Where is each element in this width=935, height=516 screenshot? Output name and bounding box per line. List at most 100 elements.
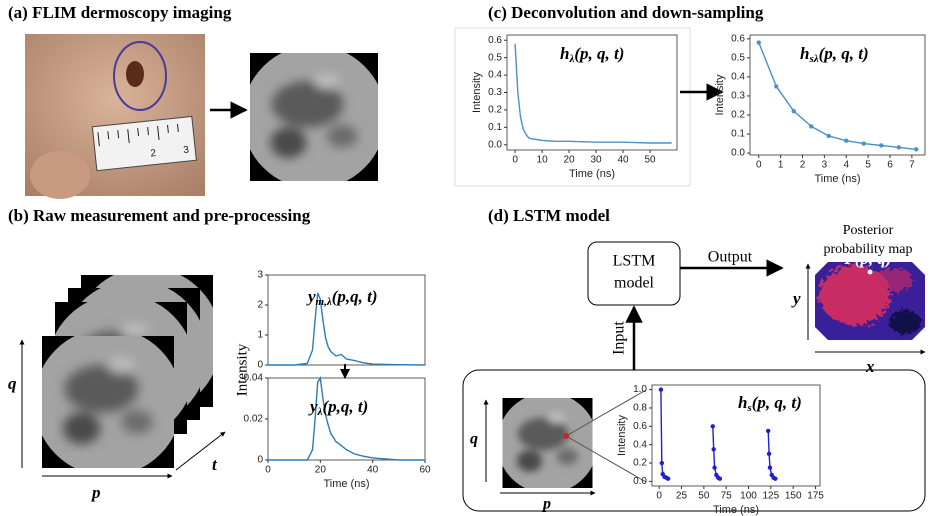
point <box>879 143 884 148</box>
x-tick-label: 100 <box>740 491 757 502</box>
zoom-line <box>565 389 647 437</box>
y-tick-label: 0.0 <box>731 148 745 159</box>
panel-title: (b) Raw measurement and pre-processing <box>8 206 311 225</box>
x-axis-label: Time (ns) <box>569 168 615 180</box>
annotation-args: (p,q, t) <box>322 397 368 416</box>
annotation-base: h <box>800 44 809 63</box>
x-axis-label: Time (ns) <box>814 173 860 185</box>
x-tick-label: 4 <box>843 160 849 171</box>
y-tick-label: 0.2 <box>488 105 502 116</box>
zoom-line <box>565 435 647 483</box>
point <box>766 451 772 457</box>
point <box>717 476 723 481</box>
ruler-body <box>91 115 197 172</box>
map-title: probability map <box>823 242 912 257</box>
y-tick-label: 0.2 <box>731 110 745 121</box>
y-tick-label: 0.4 <box>488 70 502 81</box>
y-tick-label: 0.02 <box>244 414 264 425</box>
point <box>712 465 717 470</box>
series-line <box>758 42 917 150</box>
plot-frame <box>749 34 926 156</box>
y-tick-label: 1 <box>257 330 263 341</box>
y-axis-label: Intensity <box>234 343 250 396</box>
mole <box>126 61 144 87</box>
y-tick-label: 0.1 <box>731 129 745 140</box>
axis-label: p <box>90 483 101 502</box>
x-tick-label: 20 <box>564 155 576 166</box>
annotation-args: (p, q, t) <box>819 44 869 63</box>
x-axis-label: Time (ns) <box>713 504 759 516</box>
annotation-sub: sλ <box>808 53 818 65</box>
point <box>826 133 831 139</box>
x-tick-label: 0 <box>265 465 271 476</box>
x-tick-label: 125 <box>763 491 780 502</box>
y-tick-label: 0.1 <box>488 122 502 133</box>
annotation-args: (p,q, t) <box>332 287 378 306</box>
x-tick-label: 3 <box>822 160 828 171</box>
y-axis-label: Intensity <box>714 74 726 115</box>
map-texture <box>819 265 921 334</box>
box-label: model <box>614 275 655 292</box>
y-tick-label: 0.6 <box>731 33 745 44</box>
x-tick-label: 50 <box>644 155 656 166</box>
point <box>867 269 873 275</box>
annotation-sub: s <box>746 402 751 414</box>
y-axis-label: Intensity <box>616 415 628 456</box>
ruler: 2 3 <box>91 115 197 172</box>
input-box <box>462 369 926 512</box>
point <box>659 460 665 466</box>
x-tick-label: 0 <box>756 160 762 171</box>
point <box>767 465 773 470</box>
axis-label: q <box>470 431 478 448</box>
x-tick-label: 60 <box>419 465 431 476</box>
lstm-box <box>587 241 681 306</box>
input-label: Input <box>611 321 628 355</box>
point <box>765 428 771 434</box>
box-label: LSTM <box>613 253 656 270</box>
x-tick-label: 7 <box>909 160 915 171</box>
y-tick-label: 0.8 <box>633 403 647 414</box>
annotation: hs(p, q, t) <box>738 393 802 414</box>
plot-frame <box>267 377 426 461</box>
y-tick-label: 1.0 <box>633 384 647 395</box>
point <box>791 108 796 114</box>
annotation-sub: λ <box>568 53 574 65</box>
plot-frame <box>651 384 821 487</box>
annotation-sub: m,λ <box>316 296 332 308</box>
annotation: hλ(p, q, t) <box>560 44 624 65</box>
x-tick-label: 0 <box>512 155 518 166</box>
panel-title: (a) FLIM dermoscopy imaging <box>8 3 232 22</box>
point <box>809 124 814 129</box>
y-tick-label: 0.4 <box>633 439 647 450</box>
x-tick-label: 40 <box>367 465 379 476</box>
annotation-sub: λ <box>317 406 323 418</box>
flim-frame <box>42 336 174 468</box>
annotation-base: y <box>306 287 316 306</box>
ruler-ticks <box>97 123 179 147</box>
x-tick-label: 2 <box>800 160 806 171</box>
y-tick-label: 0.0 <box>488 139 502 150</box>
y-tick-label: 0.2 <box>633 458 647 469</box>
y-tick-label: 0.5 <box>731 52 745 63</box>
x-tick-label: 10 <box>537 155 549 166</box>
ruler-label: 3 <box>183 145 190 157</box>
axis-label: q <box>8 374 17 393</box>
y-axis-label: Intensity <box>471 72 483 113</box>
y-tick-label: 0.5 <box>488 52 502 63</box>
ruler-label: 2 <box>150 148 157 160</box>
x-tick-label: 150 <box>785 491 802 502</box>
y-tick-label: 0 <box>257 455 263 466</box>
series-line <box>268 292 426 366</box>
point <box>774 84 779 89</box>
annotation-base: h <box>738 393 747 412</box>
y-tick-label: 0.3 <box>731 91 745 102</box>
series-line <box>268 375 425 461</box>
annotation-args: (p, q, t) <box>752 393 802 412</box>
point <box>756 40 761 45</box>
point <box>861 141 866 146</box>
annotation: ym,λ(p,q, t) <box>306 287 378 308</box>
panel-title: (c) Deconvolution and down-sampling <box>488 3 764 22</box>
point <box>710 424 715 429</box>
